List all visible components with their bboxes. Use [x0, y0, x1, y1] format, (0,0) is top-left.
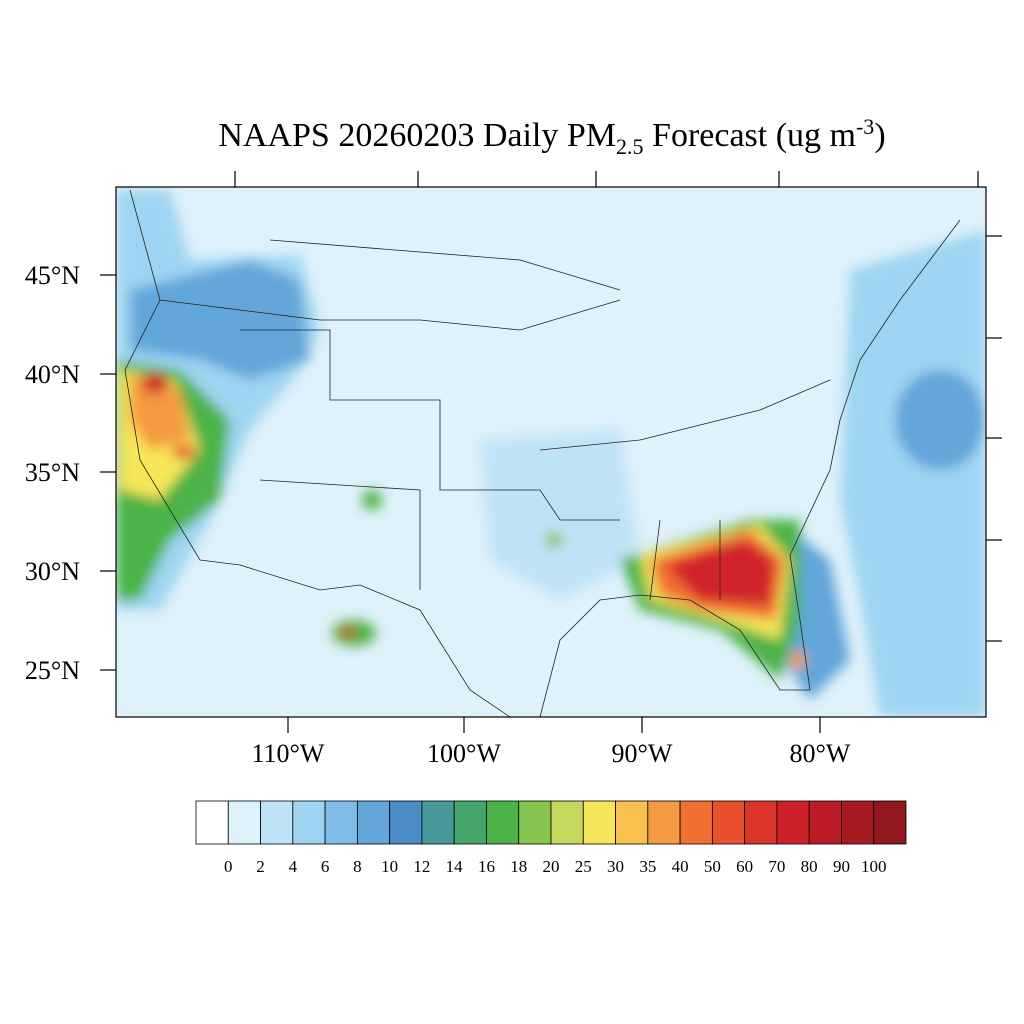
colorbar-box [227, 800, 261, 845]
colorbar-box [776, 800, 810, 845]
colorbar-box [841, 800, 875, 845]
colorbar-box [744, 800, 778, 845]
colorbar-label: 90 [833, 857, 850, 876]
lat-label: 35°N [25, 458, 80, 487]
title: NAAPS 20260203 Daily PM2.5 Forecast (ug … [218, 114, 885, 159]
lon-label: 90°W [612, 739, 673, 768]
colorbar-label: 12 [413, 857, 430, 876]
colorbar-label: 18 [510, 857, 527, 876]
state-borders [159, 239, 831, 601]
colorbar-box [518, 800, 552, 845]
title-subscript: 2.5 [616, 134, 644, 159]
colorbar-label: 40 [672, 857, 689, 876]
colorbar-box [711, 800, 746, 845]
coastline [124, 189, 961, 717]
colorbar-box [195, 800, 229, 845]
colorbar-label: 100 [861, 857, 887, 876]
colorbar-box [808, 800, 842, 845]
colorbar-box [260, 800, 294, 845]
title-middle: Forecast (ug m [644, 117, 856, 154]
colorbar-box [324, 800, 358, 845]
colorbar-label: 30 [607, 857, 624, 876]
colorbar-label: 35 [639, 857, 656, 876]
lat-label: 40°N [25, 360, 80, 389]
title-end: ) [874, 117, 885, 154]
colorbar-label: 50 [704, 857, 721, 876]
colorbar-box [550, 800, 584, 845]
colorbar-box [486, 800, 520, 845]
colorbar-box [453, 800, 487, 845]
lat-label: 30°N [25, 557, 80, 586]
colorbar-box [615, 800, 649, 845]
colorbar-box [582, 800, 616, 845]
colorbar-box [292, 800, 326, 845]
colorbar-label: 4 [289, 857, 298, 876]
colorbar-box [421, 800, 455, 845]
colorbar-label: 0 [224, 857, 233, 876]
lon-label: 100°W [427, 739, 501, 768]
colorbar-box [873, 800, 907, 845]
colorbar-label: 70 [768, 857, 785, 876]
map-frame [115, 186, 987, 718]
colorbar-label: 10 [381, 857, 398, 876]
colorbar-box [647, 800, 681, 845]
title-superscript: -3 [856, 114, 874, 139]
colorbar-label: 60 [736, 857, 753, 876]
axis-ticks [100, 171, 1002, 733]
colorbar-label: 14 [446, 857, 464, 876]
lat-label: 25°N [25, 656, 80, 685]
colorbar-box [356, 800, 391, 845]
lon-label: 110°W [252, 739, 325, 768]
colorbar-box [679, 800, 713, 845]
colorbar-box [389, 800, 423, 845]
map-field [116, 187, 986, 717]
lat-label: 45°N [25, 261, 80, 290]
colorbar-label: 25 [575, 857, 592, 876]
colorbar-label: 80 [801, 857, 818, 876]
colorbar-label: 16 [478, 857, 495, 876]
colorbar-label: 20 [543, 857, 560, 876]
title-main: NAAPS 20260203 Daily PM [218, 117, 616, 154]
lon-label: 80°W [790, 739, 851, 768]
colorbar-label: 6 [321, 857, 330, 876]
colorbar-label: 2 [256, 857, 265, 876]
colorbar-label: 8 [353, 857, 362, 876]
